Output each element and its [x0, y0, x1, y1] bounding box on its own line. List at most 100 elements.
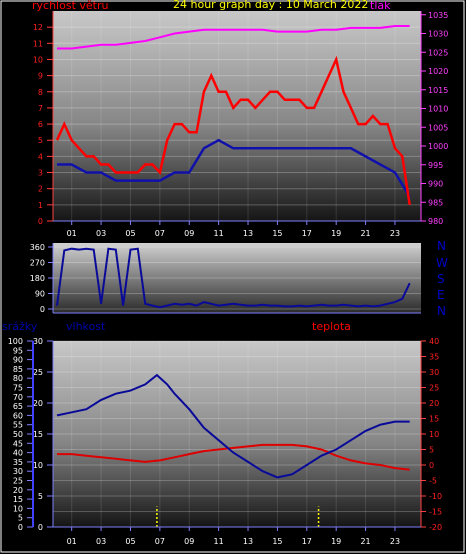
direction-y-tick-label: 270: [30, 259, 45, 268]
rain-y-tick-label: 5: [18, 514, 23, 523]
wind-y-tick-label: 7: [38, 104, 43, 113]
humidity-y-tick-label: 15: [33, 430, 43, 439]
rain-y-tick-label: 40: [13, 449, 23, 458]
wind-speed-label: rychlost větru: [32, 0, 108, 12]
direction-axes: 0 90 180 270 360: [30, 243, 421, 314]
rain-y-tick-label: 95: [13, 346, 23, 355]
direction-y-tick-label: 360: [30, 243, 45, 252]
pressure-y-tick-label: 995: [428, 161, 443, 170]
pressure-y-tick-label: 1035: [428, 11, 448, 20]
climate-x-tick-label: 05: [125, 537, 135, 546]
wind-y-tick-label: 0: [38, 217, 43, 226]
wind-x-tick-label: 09: [184, 229, 194, 238]
rain-y-tick-label: 50: [13, 430, 23, 439]
climate-x-tick-label: 13: [243, 537, 253, 546]
temperature-y-tick-label: 35: [429, 353, 439, 362]
direction-grid: [53, 246, 421, 310]
direction-y-tick-label: 180: [30, 274, 45, 283]
rain-y-tick-label: 60: [13, 411, 23, 420]
humidity-label: vlhkost: [66, 320, 106, 333]
climate-series: [56, 373, 410, 527]
wind-x-tick-label: 11: [214, 229, 224, 238]
rain-y-tick-label: 65: [13, 402, 23, 411]
pressure-y-tick-label: 1030: [428, 30, 448, 39]
rain-y-tick-label: 75: [13, 384, 23, 393]
wind-base-line: [57, 138, 411, 198]
wind-axes: 0123456789101112980985990995100010051010…: [33, 11, 449, 238]
rain-y-tick-label: 20: [13, 486, 23, 495]
rain-y-tick-label: 30: [13, 467, 23, 476]
pressure-y-tick-label: 1025: [428, 48, 448, 57]
wind-speed-line: [55, 55, 411, 205]
wind-y-tick-label: 12: [33, 23, 43, 32]
wind-y-tick-label: 5: [38, 136, 43, 145]
direction-y-tick-label: 90: [35, 290, 45, 299]
rain-y-tick-label: 35: [13, 458, 23, 467]
wind-y-tick-label: 4: [38, 152, 43, 161]
wind-x-tick-label: 21: [360, 229, 370, 238]
climate-axes: -20-15-10-505101520253035400510152025303…: [8, 337, 442, 546]
humidity-y-tick-label: 0: [38, 523, 43, 532]
pressure-label: tlak: [370, 0, 391, 12]
pressure-y-tick-label: 985: [428, 198, 443, 207]
pressure-y-tick-label: 1015: [428, 86, 448, 95]
temperature-y-tick-label: 30: [429, 368, 439, 377]
temperature-label: teplota: [312, 320, 351, 333]
wind-x-tick-label: 17: [302, 229, 312, 238]
temperature-y-tick-label: 15: [429, 415, 439, 424]
wind-y-tick-label: 3: [38, 169, 43, 178]
climate-x-tick-label: 15: [272, 537, 282, 546]
humidity-line: [56, 373, 410, 479]
climate-x-tick-label: 07: [155, 537, 165, 546]
wind-y-tick-label: 6: [38, 120, 43, 129]
page-title: 24 hour graph day : 10 March 2022: [173, 0, 368, 11]
rain-y-tick-label: 25: [13, 477, 23, 486]
wind-y-tick-label: 8: [38, 88, 43, 97]
wind-series: [55, 25, 411, 205]
temperature-y-tick-label: 5: [429, 446, 434, 455]
pressure-y-tick-label: 980: [428, 217, 443, 226]
wind-x-tick-label: 19: [331, 229, 341, 238]
climate-grid: [53, 340, 421, 528]
wind-y-tick-label: 9: [38, 72, 43, 81]
rain-y-tick-label: 45: [13, 439, 23, 448]
temperature-y-tick-label: 20: [429, 399, 439, 408]
wind-x-tick-label: 01: [67, 229, 77, 238]
wind-x-tick-label: 15: [272, 229, 282, 238]
rain-y-tick-label: 90: [13, 356, 23, 365]
humidity-y-tick-label: 25: [33, 368, 43, 377]
wind-pressure-panel: 0123456789101112980985990995100010051010…: [32, 0, 448, 238]
direction-plot-area: [53, 243, 421, 313]
pressure-line: [57, 25, 410, 50]
compass-label-east: E: [437, 288, 445, 302]
pressure-y-tick-label: 990: [428, 180, 443, 189]
pressure-y-tick-label: 1005: [428, 123, 448, 132]
direction-series: [56, 247, 411, 309]
temperature-y-tick-label: 25: [429, 384, 439, 393]
rain-y-tick-label: 100: [8, 337, 23, 346]
climate-x-tick-label: 21: [360, 537, 370, 546]
pressure-y-tick-label: 1000: [428, 142, 448, 151]
compass-label-south: S: [437, 272, 445, 286]
pressure-y-tick-label: 1010: [428, 105, 448, 114]
wind-direction-panel: 0 90 180 270 360 N W S E N: [30, 239, 448, 318]
wind-x-tick-label: 05: [125, 229, 135, 238]
rain-y-tick-label: 70: [13, 393, 23, 402]
temperature-y-tick-label: -10: [429, 492, 442, 501]
pressure-y-tick-label: 1020: [428, 67, 448, 76]
temperature-y-tick-label: 0: [429, 461, 434, 470]
wind-x-tick-label: 07: [155, 229, 165, 238]
wind-x-tick-label: 13: [243, 229, 253, 238]
climate-x-tick-label: 23: [390, 537, 400, 546]
rain-y-tick-label: 55: [13, 421, 23, 430]
wind-y-tick-label: 10: [33, 55, 43, 64]
rain-y-tick-label: 0: [18, 523, 23, 532]
climate-x-tick-label: 01: [67, 537, 77, 546]
climate-x-tick-label: 11: [214, 537, 224, 546]
rain-y-tick-label: 85: [13, 365, 23, 374]
humidity-y-tick-label: 10: [33, 461, 43, 470]
direction-line: [56, 247, 411, 309]
temperature-y-tick-label: 10: [429, 430, 439, 439]
temperature-y-tick-label: -15: [429, 508, 442, 517]
